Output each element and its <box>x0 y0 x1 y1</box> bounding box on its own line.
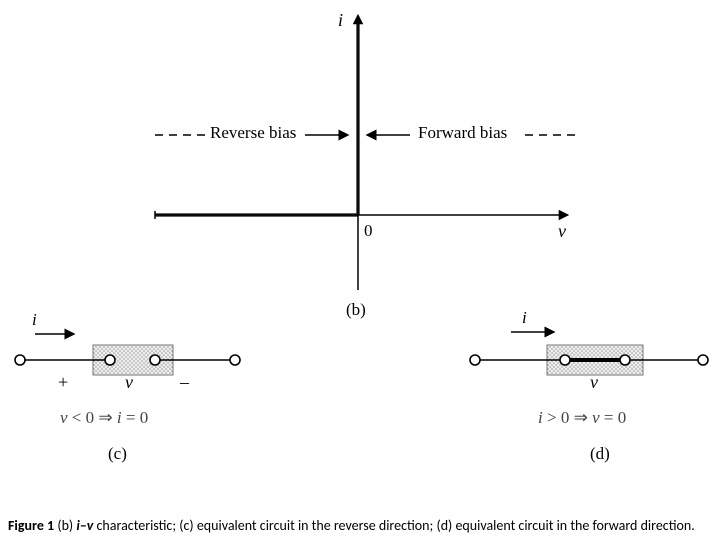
caption-after: characteristic; (c) equivalent circuit i… <box>93 517 694 534</box>
figure-caption: Figure 1 (b) i–v characteristic; (c) equ… <box>8 517 712 535</box>
iv-characteristic-plot <box>0 0 720 310</box>
v-axis-label: v <box>558 221 566 242</box>
sublabel-c: (c) <box>108 444 127 464</box>
caption-before: (b) <box>54 517 76 534</box>
caption-iv: i–v <box>76 517 93 534</box>
c-plus: + <box>58 372 68 393</box>
d-v-label: v <box>590 372 598 393</box>
origin-zero: 0 <box>364 221 373 241</box>
caption-fig-label: Figure 1 <box>8 517 54 534</box>
c-minus: – <box>180 372 189 393</box>
d-condition: i > 0 ⇒ v = 0 <box>538 408 626 428</box>
d-i-label: i <box>522 308 527 328</box>
sublabel-b: (b) <box>346 300 366 320</box>
reverse-bias-label: Reverse bias <box>210 123 296 143</box>
i-axis-label: i <box>338 10 343 31</box>
c-condition: v < 0 ⇒ i = 0 <box>60 408 148 428</box>
circuit-c-open <box>5 320 265 470</box>
forward-bias-label: Forward bias <box>418 123 507 143</box>
sublabel-d: (d) <box>590 444 610 464</box>
c-v-label: v <box>125 372 133 393</box>
c-i-label: i <box>32 310 37 330</box>
